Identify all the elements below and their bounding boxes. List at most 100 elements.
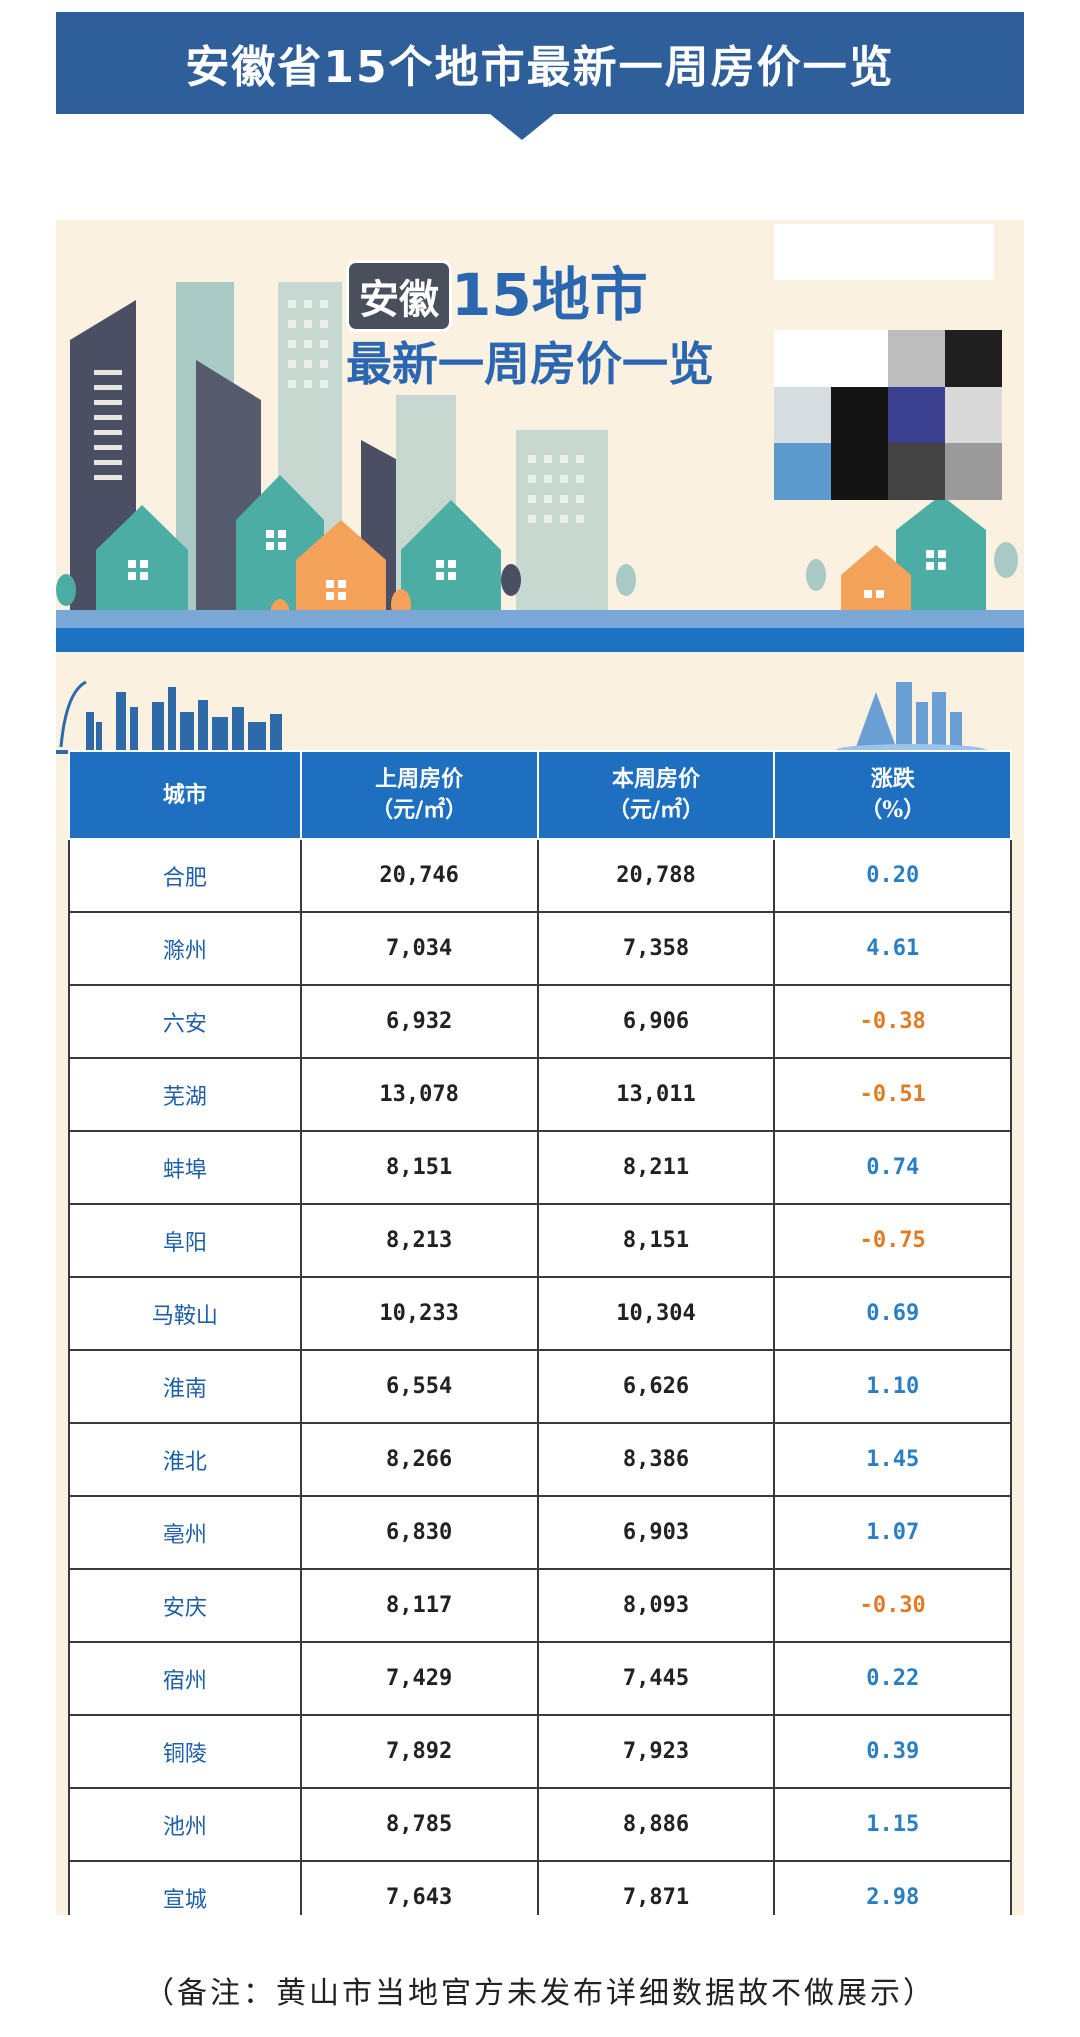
cell-last-week-price: 8,151	[299, 1130, 539, 1205]
cell-city: 池州	[68, 1787, 302, 1862]
cell-change-percent: 1.45	[773, 1422, 1012, 1497]
cell-city: 亳州	[68, 1495, 302, 1570]
qr-pixel-block	[774, 330, 831, 387]
cell-this-week-price: 8,211	[536, 1130, 776, 1205]
poster: 安徽 15地市 最新一周房价一览	[56, 220, 1024, 1915]
cell-last-week-price: 8,213	[299, 1203, 539, 1278]
cell-this-week-price: 8,386	[536, 1422, 776, 1497]
cell-change-percent: 0.69	[773, 1276, 1012, 1351]
qr-pixel-block	[888, 330, 945, 387]
table-header-row: 城市 上周房价 （元/㎡） 本周房价 （元/㎡） 涨跌 （%）	[68, 750, 1012, 840]
cell-this-week-price: 7,445	[536, 1641, 776, 1716]
cell-this-week-price: 6,903	[536, 1495, 776, 1570]
cell-city: 淮北	[68, 1422, 302, 1497]
cell-this-week-price: 6,626	[536, 1349, 776, 1424]
table-row: 蚌埠 8,151 8,211 0.74	[68, 1130, 1012, 1205]
cell-this-week-price: 20,788	[536, 838, 776, 913]
cell-this-week-price: 10,304	[536, 1276, 776, 1351]
cell-city: 宿州	[68, 1641, 302, 1716]
cell-last-week-price: 6,554	[299, 1349, 539, 1424]
cell-this-week-price: 8,093	[536, 1568, 776, 1643]
cell-change-percent: 1.10	[773, 1349, 1012, 1424]
hero-illustration: 安徽 15地市 最新一周房价一览	[56, 220, 1024, 652]
table-row: 铜陵 7,892 7,923 0.39	[68, 1714, 1012, 1789]
table-row: 滁州 7,034 7,358 4.61	[68, 911, 1012, 986]
cell-city: 安庆	[68, 1568, 302, 1643]
cell-this-week-price: 8,151	[536, 1203, 776, 1278]
qr-pixel-block	[888, 386, 945, 444]
qr-pixel-block	[945, 386, 1002, 444]
header-this-week: 本周房价 （元/㎡）	[536, 750, 776, 840]
cell-last-week-price: 6,830	[299, 1495, 539, 1570]
qr-pixel-block	[831, 443, 888, 500]
qr-pixel-block	[774, 386, 831, 444]
cell-change-percent: 1.07	[773, 1495, 1012, 1570]
cell-city: 滁州	[68, 911, 302, 986]
banner-title: 安徽省15个地市最新一周房价一览	[185, 42, 895, 93]
table-row: 芜湖 13,078 13,011 -0.51	[68, 1057, 1012, 1132]
table-body: 合肥 20,746 20,788 0.20 滁州 7,034 7,358 4.61 六安 6,93…	[68, 838, 1012, 1915]
hero-tag-anhui: 安徽	[346, 260, 452, 332]
cell-city: 蚌埠	[68, 1130, 302, 1205]
cell-city: 宣城	[68, 1860, 302, 1915]
cell-this-week-price: 7,923	[536, 1714, 776, 1789]
cell-city: 铜陵	[68, 1714, 302, 1789]
qr-pixel-block	[945, 443, 1002, 500]
table-row: 淮北 8,266 8,386 1.45	[68, 1422, 1012, 1497]
table-row: 马鞍山 10,233 10,304 0.69	[68, 1276, 1012, 1351]
table-row: 宣城 7,643 7,871 2.98	[68, 1860, 1012, 1915]
table-row: 安庆 8,117 8,093 -0.30	[68, 1568, 1012, 1643]
cell-last-week-price: 7,034	[299, 911, 539, 986]
cell-this-week-price: 7,871	[536, 1860, 776, 1915]
cell-change-percent: 0.22	[773, 1641, 1012, 1716]
cell-change-percent: 0.39	[773, 1714, 1012, 1789]
cell-change-percent: 0.20	[773, 838, 1012, 913]
cell-last-week-price: 6,932	[299, 984, 539, 1059]
cell-change-percent: 1.15	[773, 1787, 1012, 1862]
house-price-table: 城市 上周房价 （元/㎡） 本周房价 （元/㎡） 涨跌 （%） 合肥 20,746 20,…	[68, 750, 1012, 1915]
cell-city: 阜阳	[68, 1203, 302, 1278]
table-row: 淮南 6,554 6,626 1.10	[68, 1349, 1012, 1424]
qr-code-mask	[774, 224, 994, 280]
cell-last-week-price: 20,746	[299, 838, 539, 913]
qr-pixel-block	[774, 443, 831, 500]
cell-city: 六安	[68, 984, 302, 1059]
table-row: 六安 6,932 6,906 -0.38	[68, 984, 1012, 1059]
cell-this-week-price: 8,886	[536, 1787, 776, 1862]
cell-city: 马鞍山	[68, 1276, 302, 1351]
cell-change-percent: 2.98	[773, 1860, 1012, 1915]
cell-last-week-price: 13,078	[299, 1057, 539, 1132]
table-row: 池州 8,785 8,886 1.15	[68, 1787, 1012, 1862]
cell-last-week-price: 8,785	[299, 1787, 539, 1862]
qr-pixel-block	[888, 443, 945, 500]
table-row: 宿州 7,429 7,445 0.22	[68, 1641, 1012, 1716]
cell-city: 芜湖	[68, 1057, 302, 1132]
cell-last-week-price: 10,233	[299, 1276, 539, 1351]
header-city: 城市	[68, 750, 302, 840]
hero-title-line1: 15地市	[451, 261, 648, 329]
cell-change-percent: -0.30	[773, 1568, 1012, 1643]
cell-change-percent: -0.51	[773, 1057, 1012, 1132]
cell-city: 合肥	[68, 838, 302, 913]
top-banner: 安徽省15个地市最新一周房价一览	[56, 12, 1024, 114]
cell-last-week-price: 8,266	[299, 1422, 539, 1497]
cell-city: 淮南	[68, 1349, 302, 1424]
table-row: 合肥 20,746 20,788 0.20	[68, 838, 1012, 913]
table-row: 亳州 6,830 6,903 1.07	[68, 1495, 1012, 1570]
cell-last-week-price: 7,643	[299, 1860, 539, 1915]
qr-pixel-block	[945, 330, 1002, 387]
qr-pixel-block	[831, 386, 888, 444]
header-last-week: 上周房价 （元/㎡）	[299, 750, 539, 840]
banner-pointer	[490, 114, 554, 140]
cell-this-week-price: 7,358	[536, 911, 776, 986]
hero-title-line2: 最新一周房价一览	[346, 337, 714, 391]
decorative-skyline-row	[56, 652, 1024, 762]
qr-code-pixelated	[774, 330, 1002, 500]
cell-last-week-price: 8,117	[299, 1568, 539, 1643]
cell-this-week-price: 13,011	[536, 1057, 776, 1132]
qr-pixel-block	[831, 330, 888, 387]
cell-last-week-price: 7,892	[299, 1714, 539, 1789]
table-row: 阜阳 8,213 8,151 -0.75	[68, 1203, 1012, 1278]
footer-note: （备注：黄山市当地官方未发布详细数据故不做展示）	[144, 1976, 936, 2011]
cell-change-percent: -0.38	[773, 984, 1012, 1059]
